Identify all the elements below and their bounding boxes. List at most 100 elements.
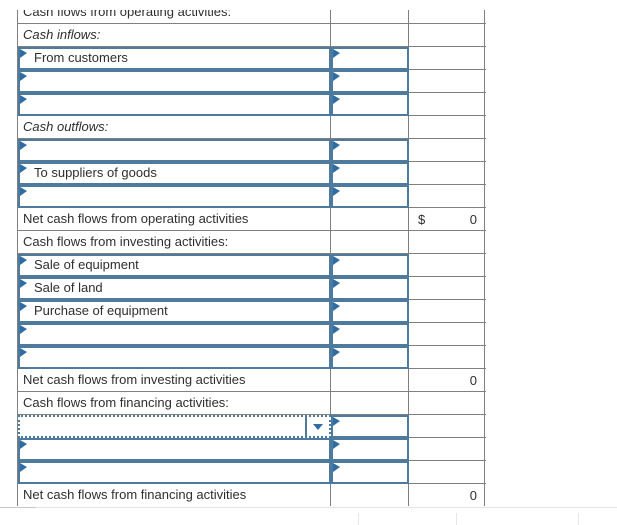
input-cell [18,346,331,369]
input-cell: Purchase of equipment [18,300,331,323]
empty-cell [331,392,409,414]
amount-input[interactable] [331,277,409,300]
input-text: Purchase of equipment [34,303,168,318]
input-cell [18,139,331,162]
input-cell [18,70,331,93]
empty-cell [331,1,409,23]
dropdown-button[interactable] [305,417,329,436]
total-value: 0 [469,211,477,227]
total-value-cell: $ 0 [409,208,485,230]
table-row [18,461,486,484]
input-text: To suppliers of goods [34,165,157,180]
input-cell [18,93,331,116]
description-input[interactable] [18,70,331,93]
statement-table: Cash flows from operating activities: Ca… [17,1,486,506]
description-input[interactable] [18,93,331,116]
input-cell [331,162,409,185]
empty-cell [409,415,485,437]
input-cell [18,461,331,484]
empty-cell [409,254,485,276]
input-cell [331,346,409,369]
input-cell: To suppliers of goods [18,162,331,185]
input-cell: Sale of equipment [18,254,331,277]
table-row: Net cash flows from operating activities… [18,208,486,231]
description-input[interactable] [18,185,331,208]
input-flag-icon [333,417,340,426]
label-cell: Cash flows from financing activities: [18,392,331,414]
description-input[interactable]: To suppliers of goods [18,162,331,185]
table-row: Purchase of equipment [18,300,486,323]
total-label: Net cash flows from operating activities [23,211,249,226]
input-cell [331,415,409,438]
table-row: From customers [18,47,486,70]
input-cell: Sale of land [18,277,331,300]
lower-divider-left [0,507,36,508]
amount-input[interactable] [331,93,409,116]
input-flag-icon [20,49,27,58]
description-input[interactable]: Sale of land [18,277,331,300]
empty-cell [409,461,485,483]
input-cell [331,139,409,162]
input-cell [331,323,409,346]
table-row: Cash flows from investing activities: [18,231,486,254]
table-row [18,323,486,346]
empty-cell [409,1,485,23]
table-row: Cash outflows: [18,116,486,139]
input-flag-icon [333,187,340,196]
total-value: 0 [469,372,477,388]
input-flag-icon [20,187,27,196]
label-cell: Net cash flows from financing activities [18,484,331,506]
empty-cell [331,208,409,230]
empty-cell [409,162,485,184]
description-input[interactable] [18,139,331,162]
amount-input[interactable] [331,346,409,369]
input-text: From customers [34,50,128,65]
amount-input[interactable] [331,162,409,185]
input-flag-icon [333,463,340,472]
empty-cell [409,24,485,46]
table-row [18,346,486,369]
lower-gridline [578,513,579,525]
description-input[interactable] [18,438,331,461]
description-input[interactable]: Sale of equipment [18,254,331,277]
amount-input[interactable] [331,254,409,277]
section-label: Cash outflows: [23,119,109,134]
amount-input[interactable] [331,47,409,70]
input-flag-icon [20,302,27,311]
input-text: Sale of land [34,280,103,295]
table-row [18,438,486,461]
empty-cell [409,277,485,299]
input-flag-icon [333,348,340,357]
amount-input[interactable] [331,300,409,323]
empty-cell [409,392,485,414]
description-input[interactable]: Purchase of equipment [18,300,331,323]
amount-input[interactable] [331,415,409,438]
table-row [18,93,486,116]
description-input[interactable] [18,346,331,369]
input-flag-icon [20,72,27,81]
description-input[interactable] [18,461,331,484]
input-flag-icon [333,95,340,104]
input-cell [331,185,409,208]
input-flag-icon [20,440,27,449]
amount-input[interactable] [331,139,409,162]
input-flag-icon [20,348,27,357]
account-dropdown[interactable] [18,415,331,438]
label-cell: Cash inflows: [18,24,331,46]
amount-input[interactable] [331,323,409,346]
input-flag-icon [20,463,27,472]
empty-cell [409,231,485,253]
description-input[interactable]: From customers [18,47,331,70]
input-cell [331,47,409,70]
amount-input[interactable] [331,438,409,461]
input-flag-icon [333,49,340,58]
table-row: Cash flows from financing activities: [18,392,486,415]
amount-input[interactable] [331,185,409,208]
table-row: Net cash flows from financing activities… [18,484,486,506]
input-cell [331,277,409,300]
input-flag-icon [20,325,27,334]
amount-input[interactable] [331,461,409,484]
description-input[interactable] [18,323,331,346]
amount-input[interactable] [331,70,409,93]
label-cell: Net cash flows from investing activities [18,369,331,391]
